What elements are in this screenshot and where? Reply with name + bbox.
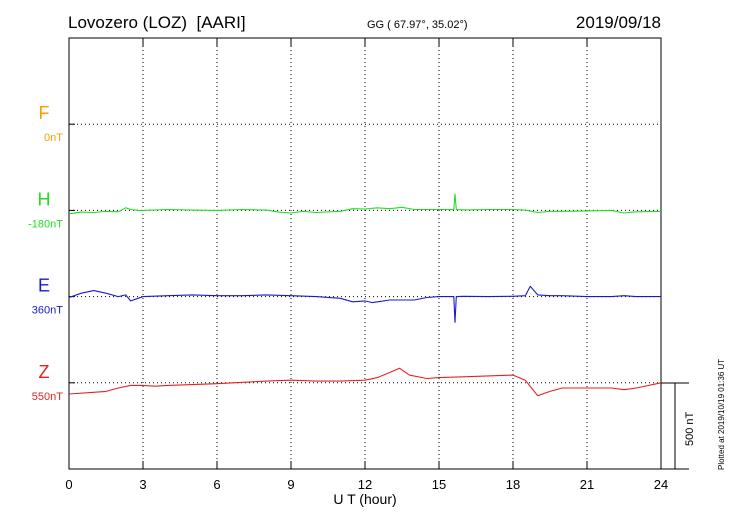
channel-name-F: F [39,103,50,123]
channel-offset-E: 360nT [32,305,63,317]
x-axis-label: U T (hour) [333,491,396,507]
channel-offset-F: 0nT [44,132,63,144]
x-tick-label-21: 21 [580,477,594,492]
x-tick-label-12: 12 [358,477,372,492]
coordinates-label: GG ( 67.97°, 35.02°) [367,19,468,31]
channel-offset-H: -180nT [28,218,63,230]
traces [68,193,662,397]
x-tick-label-3: 3 [139,477,146,492]
station-title: Lovozero (LOZ) [AARI] [68,13,246,32]
date-label: 2019/09/18 [576,13,661,32]
x-tick-label-6: 6 [213,477,220,492]
x-tick-label-18: 18 [506,477,520,492]
channel-name-H: H [38,189,51,209]
channel-name-E: E [38,276,50,296]
plotted-note: Plotted at 2019/10/19 01:36 UT [717,359,726,470]
grid-lines [69,38,661,469]
trace-H [68,193,662,215]
channel-labels: F 0nT H -180nT E 360nT Z 550nT [28,103,63,403]
x-tick-label-15: 15 [432,477,446,492]
scale-bar-label: 500 nT [684,411,696,446]
channel-name-Z: Z [39,362,50,382]
channel-offset-Z: 550nT [32,391,63,403]
trace-Z [68,367,662,397]
x-tick-label-9: 9 [287,477,294,492]
x-tick-label-24: 24 [654,477,668,492]
x-tick-label-0: 0 [65,477,72,492]
scale-bar: 500 nT [661,382,696,470]
trace-E [68,285,661,323]
x-axis: 0 3 6 9 12 15 18 21 24 [65,38,668,492]
